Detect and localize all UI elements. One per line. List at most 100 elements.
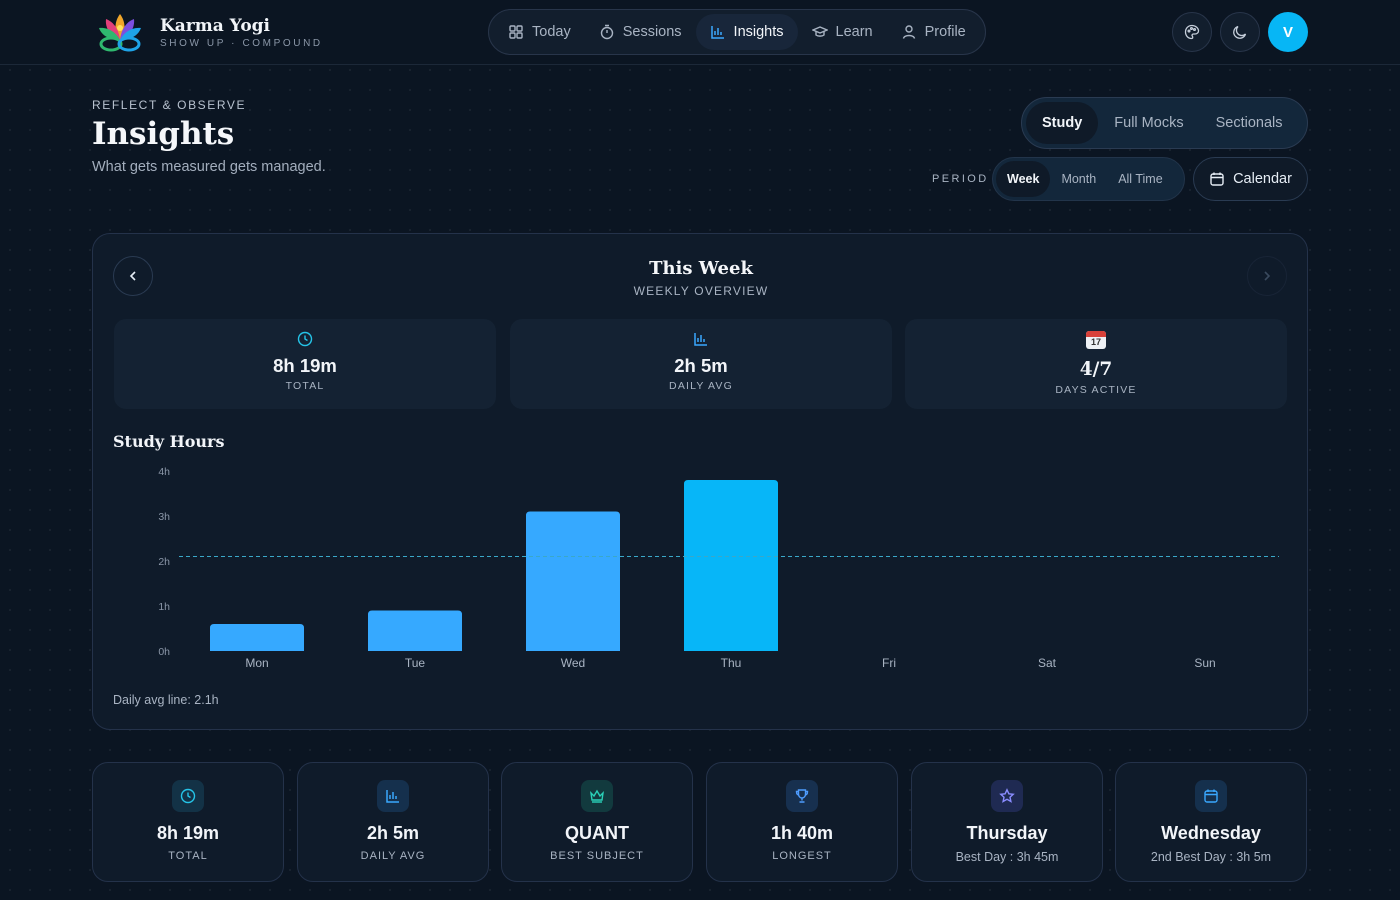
x-tick-label: Tue (405, 656, 426, 670)
stopwatch-icon (600, 24, 613, 40)
nav-item-insights[interactable]: Insights (695, 14, 798, 50)
nav-label: Profile (924, 24, 966, 40)
summary-icon-bg (1195, 780, 1227, 812)
theme-palette-button[interactable] (1172, 12, 1212, 52)
main-nav: Today Sessions Insights Learn Profile (488, 9, 986, 55)
bar-chart-icon (386, 790, 399, 803)
calendar-button[interactable]: Calendar (1193, 157, 1308, 201)
page-title: Insights (92, 116, 235, 152)
y-tick-label: 4h (158, 466, 170, 478)
y-tick-label: 0h (158, 646, 170, 658)
avatar[interactable]: V (1268, 12, 1308, 52)
period-all-time[interactable]: All Time (1118, 172, 1163, 186)
palette-icon (1184, 24, 1200, 40)
summary-label: BEST SUBJECT (550, 850, 644, 862)
stat-label: DAYS ACTIVE (1055, 384, 1137, 396)
tab-full-mocks[interactable]: Full Mocks (1114, 115, 1184, 131)
summary-longest: 1h 40m LONGEST (706, 762, 898, 882)
nav-label: Insights (733, 24, 784, 40)
nav-label: Learn (835, 24, 873, 40)
nav-item-sessions[interactable]: Sessions (585, 14, 696, 50)
period-label: PERIOD (932, 173, 989, 185)
nav-item-today[interactable]: Today (494, 14, 585, 50)
stat-value: 4/7 (1079, 359, 1113, 380)
summary-value: 1h 40m (770, 823, 834, 843)
top-bar: Karma Yogi SHOW UP · COMPOUND Today Sess… (0, 0, 1400, 65)
week-title: This Week (649, 258, 753, 279)
summary-icon-bg (172, 780, 204, 812)
tab-sectionals[interactable]: Sectionals (1215, 115, 1283, 131)
x-tick-label: Fri (882, 656, 896, 670)
brand[interactable]: Karma Yogi SHOW UP · COMPOUND (96, 10, 323, 54)
calendar-emoji-icon: 17 (1086, 331, 1106, 349)
grid-icon (509, 25, 523, 39)
x-tick-label: Mon (245, 656, 268, 670)
chevron-left-icon (129, 271, 136, 281)
summary-icon-bg (377, 780, 409, 812)
summary-label: 2nd Best Day : 3h 5m (1150, 850, 1272, 864)
bar-mon (210, 624, 304, 651)
calendar-button-label: Calendar (1233, 171, 1292, 187)
calendar-icon (1210, 172, 1224, 186)
summary-value: Thursday (966, 823, 1048, 843)
summary-label: TOTAL (168, 850, 208, 862)
y-tick-label: 1h (158, 601, 170, 613)
calendar-icon (1204, 789, 1218, 803)
mode-tabs: Study Full Mocks Sectionals (1021, 97, 1308, 149)
summary-best-day: Thursday Best Day : 3h 45m (911, 762, 1103, 882)
summary-label: LONGEST (772, 850, 832, 862)
stat-total: 8h 19m TOTAL (114, 319, 496, 409)
stat-label: DAILY AVG (669, 380, 733, 392)
summary-label: DAILY AVG (360, 850, 426, 862)
week-subtitle: WEEKLY OVERVIEW (633, 284, 769, 298)
stat-value: 8h 19m (273, 355, 337, 376)
summary-best-subject: QUANT BEST SUBJECT (501, 762, 693, 882)
page-subtitle: What gets measured gets managed. (92, 159, 326, 175)
summary-daily-avg: 2h 5m DAILY AVG (297, 762, 489, 882)
stat-daily-avg: 2h 5m DAILY AVG (510, 319, 892, 409)
stat-days-active: 17 4/7 DAYS ACTIVE (905, 319, 1287, 409)
summary-icon-bg (581, 780, 613, 812)
bar-chart-icon (710, 26, 724, 39)
x-tick-label: Thu (721, 656, 742, 670)
app-tagline: SHOW UP · COMPOUND (160, 37, 323, 49)
next-week-button[interactable] (1247, 256, 1287, 296)
y-tick-label: 3h (158, 511, 170, 523)
stat-label: TOTAL (285, 380, 325, 392)
tab-study[interactable]: Study (1026, 102, 1099, 144)
nav-label: Today (532, 24, 571, 40)
x-tick-label: Wed (561, 656, 585, 670)
graduation-cap-icon (811, 26, 828, 37)
summary-total: 8h 19m TOTAL (92, 762, 284, 882)
period-selector: Week Month All Time (992, 157, 1185, 201)
avg-line-note: Daily avg line: 2.1h (113, 693, 219, 707)
bar-tue (368, 610, 462, 651)
summary-icon-bg (991, 780, 1023, 812)
nav-item-profile[interactable]: Profile (887, 14, 980, 50)
bar-chart-icon (694, 333, 707, 346)
moon-icon (1233, 25, 1247, 39)
summary-icon-bg (786, 780, 818, 812)
nav-item-learn[interactable]: Learn (798, 14, 887, 50)
previous-week-button[interactable] (113, 256, 153, 296)
summary-value: 2h 5m (366, 823, 420, 843)
bar-thu (684, 480, 778, 651)
lotus-logo-icon (99, 14, 141, 52)
weekly-overview-card: This Week WEEKLY OVERVIEW 8h 19m TOTAL 2… (92, 233, 1308, 730)
summary-value: Wednesday (1161, 823, 1261, 843)
summary-second-best-day: Wednesday 2nd Best Day : 3h 5m (1115, 762, 1307, 882)
period-week[interactable]: Week (996, 161, 1051, 197)
chart-title: Study Hours (113, 432, 225, 451)
period-month[interactable]: Month (1061, 172, 1097, 186)
star-icon (999, 788, 1015, 803)
x-tick-label: Sun (1194, 656, 1215, 670)
crown-icon (590, 789, 604, 803)
clock-icon (297, 331, 313, 347)
stat-value: 2h 5m (674, 355, 728, 376)
user-icon (902, 25, 915, 39)
dark-mode-button[interactable] (1220, 12, 1260, 52)
x-tick-label: Sat (1038, 656, 1057, 670)
summary-value: QUANT (565, 823, 629, 843)
nav-label: Sessions (622, 24, 682, 40)
page-eyebrow: REFLECT & OBSERVE (92, 98, 247, 112)
